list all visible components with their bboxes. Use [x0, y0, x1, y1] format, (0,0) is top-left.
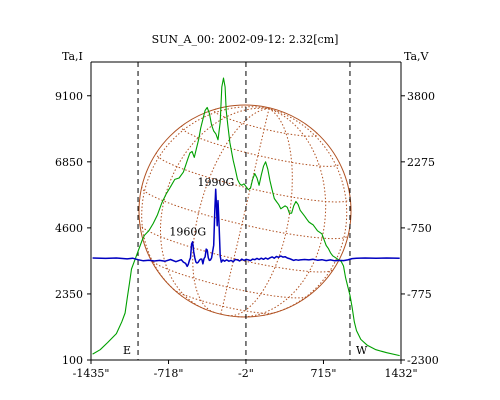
left-tick-label: 100 [62, 354, 83, 367]
series-layer [92, 77, 400, 357]
left-tick-label: 6850 [55, 156, 83, 169]
right-tick-label: -2300 [407, 354, 439, 367]
sphere-latitude-line [180, 125, 340, 167]
x-tick-label: 715" [310, 367, 336, 380]
sphere-longitude-line [192, 108, 270, 313]
right-tick-label: 3800 [407, 90, 435, 103]
x-tick-label: 1432" [384, 367, 417, 380]
sphere-longitude-line [141, 106, 270, 297]
east-label: E [123, 344, 131, 357]
intensity-series-line [92, 77, 400, 357]
sphere-longitude-line [160, 107, 270, 310]
right-tick-label: 2275 [407, 156, 435, 169]
tick-labels: 100 2350 4600 6850 9100 -2300 -775 -750 2275 3800… [55, 90, 439, 380]
source-annotation: 1960G [169, 225, 206, 238]
right-axis-label: Ta,V [404, 50, 430, 63]
polarization-series-line [92, 188, 400, 268]
right-tick-label: -775 [407, 288, 432, 301]
sphere-longitude-line [227, 108, 293, 317]
x-tick-label: -718" [154, 367, 184, 380]
sphere-longitude-line [237, 108, 327, 318]
sphere-outline [138, 104, 352, 318]
annotations: 1990G 1960G [169, 176, 234, 238]
left-tick-label: 9100 [55, 90, 83, 103]
solar-disk-sphere [138, 104, 352, 318]
sphere-longitude-line [263, 108, 348, 316]
sphere-longitude-line [220, 108, 270, 315]
left-tick-label: 4600 [55, 222, 83, 235]
right-tick-label: -750 [407, 222, 432, 235]
x-tick-label: -1435" [73, 367, 110, 380]
west-label: W [356, 344, 368, 357]
sphere-latitude-line [139, 223, 334, 273]
sphere-latitude-line [150, 259, 309, 299]
chart-title: SUN_A_00: 2002-09-12: 2.32[cm] [152, 33, 339, 46]
left-axis-label: Ta,I [62, 50, 83, 63]
sphere-latitude-line [173, 288, 275, 314]
x-tick-label: -2" [238, 367, 254, 380]
source-annotation: 1990G [197, 176, 234, 189]
left-tick-label: 2350 [55, 288, 83, 301]
